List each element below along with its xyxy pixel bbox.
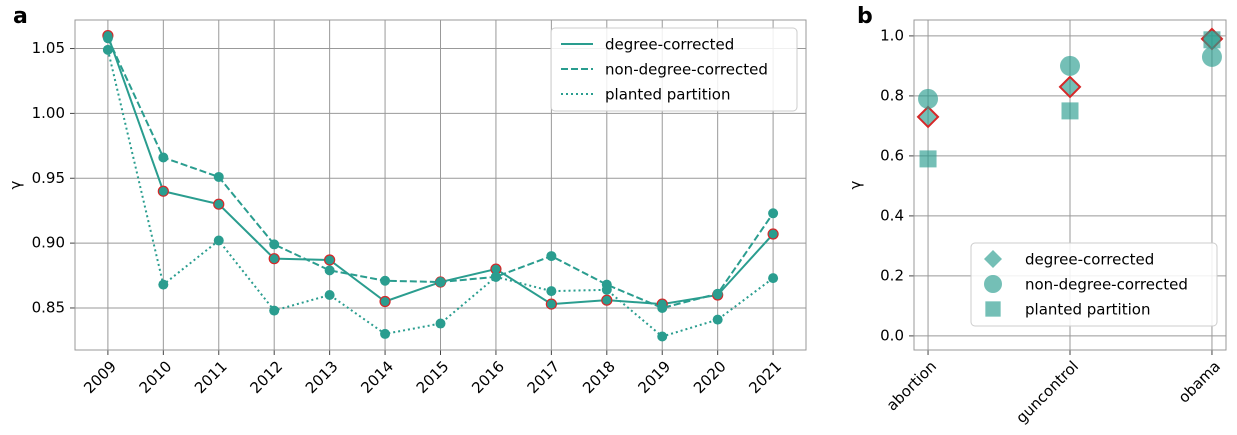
point	[158, 279, 169, 290]
panel-label: a	[13, 4, 28, 29]
x-tick-label: 2015	[413, 357, 453, 397]
point	[546, 286, 557, 297]
y-axis-label: γ	[847, 180, 865, 189]
x-tick-label: 2010	[136, 357, 176, 397]
point	[268, 253, 280, 265]
marker	[1060, 55, 1080, 76]
point	[601, 284, 612, 295]
legend-box	[550, 27, 798, 112]
point	[712, 288, 723, 299]
y-tick-label: 0.8	[880, 86, 904, 104]
marker	[919, 150, 937, 168]
legend-label: degree-corrected	[1025, 251, 1154, 269]
x-tick-label: abortion	[883, 357, 940, 414]
x-tick-label: 2021	[745, 357, 785, 397]
point	[657, 331, 668, 342]
y-axis-label: γ	[7, 180, 25, 189]
y-tick-label: 1.0	[880, 26, 904, 44]
marker	[918, 88, 939, 109]
y-tick-label: 1.05	[32, 39, 65, 57]
y-tick-label: 0.0	[880, 326, 904, 344]
y-tick-label: 0.90	[32, 234, 65, 252]
point	[601, 294, 613, 306]
x-tick-label: 2019	[635, 357, 675, 397]
legend-swatch	[985, 301, 1001, 317]
y-tick-label: 0.95	[32, 169, 65, 187]
point	[213, 198, 225, 210]
legend-swatch	[984, 250, 1002, 268]
point	[102, 33, 113, 44]
point	[213, 235, 224, 246]
x-tick-label: 2009	[80, 357, 120, 397]
point	[490, 271, 501, 282]
x-tick-label: 2014	[357, 357, 397, 397]
marker	[916, 105, 940, 129]
x-tick-label: obama	[1175, 357, 1224, 406]
y-tick-label: 0.2	[880, 266, 904, 284]
marker	[1203, 31, 1221, 49]
point	[157, 185, 169, 197]
plot-frame	[913, 19, 1227, 351]
y-tick-label: 0.85	[32, 298, 65, 316]
marker	[1058, 75, 1082, 99]
point	[380, 328, 391, 339]
x-tick-label: 2018	[579, 357, 619, 397]
point	[657, 302, 668, 313]
x-tick-label: 2017	[524, 357, 564, 397]
x-tick-label: guncontrol	[1012, 357, 1082, 427]
point	[712, 314, 723, 325]
point	[269, 239, 280, 250]
panel-label: b	[857, 4, 873, 29]
legend-swatch	[984, 275, 1002, 293]
point	[546, 251, 557, 262]
point	[158, 152, 169, 163]
point	[269, 305, 280, 316]
point	[435, 318, 446, 329]
y-tick-label: 0.4	[880, 206, 904, 224]
legend-label: non-degree-corrected	[605, 61, 768, 79]
point	[324, 265, 335, 276]
point	[379, 295, 391, 308]
plot-frame	[74, 19, 807, 351]
point	[324, 290, 335, 300]
legend-label: degree-corrected	[605, 36, 734, 54]
point	[213, 171, 224, 182]
legend-label: non-degree-corrected	[1025, 276, 1188, 294]
point	[768, 208, 779, 219]
x-tick-label: 2020	[690, 357, 730, 397]
legend-label: planted partition	[605, 86, 730, 104]
x-tick-label: 2012	[246, 357, 286, 397]
legend-box	[970, 242, 1218, 327]
legend-label: planted partition	[1025, 301, 1150, 319]
point	[545, 298, 557, 310]
point	[324, 254, 336, 266]
point	[767, 228, 779, 240]
point	[768, 273, 779, 284]
x-tick-label: 2016	[468, 357, 508, 397]
y-tick-label: 0.6	[880, 146, 904, 164]
x-tick-label: 2011	[191, 357, 231, 397]
point	[435, 277, 446, 288]
x-tick-label: 2013	[302, 357, 342, 397]
marker	[1201, 46, 1222, 67]
point	[102, 44, 113, 55]
y-tick-label: 1.00	[32, 104, 65, 122]
point	[380, 275, 391, 286]
marker	[1061, 102, 1079, 120]
